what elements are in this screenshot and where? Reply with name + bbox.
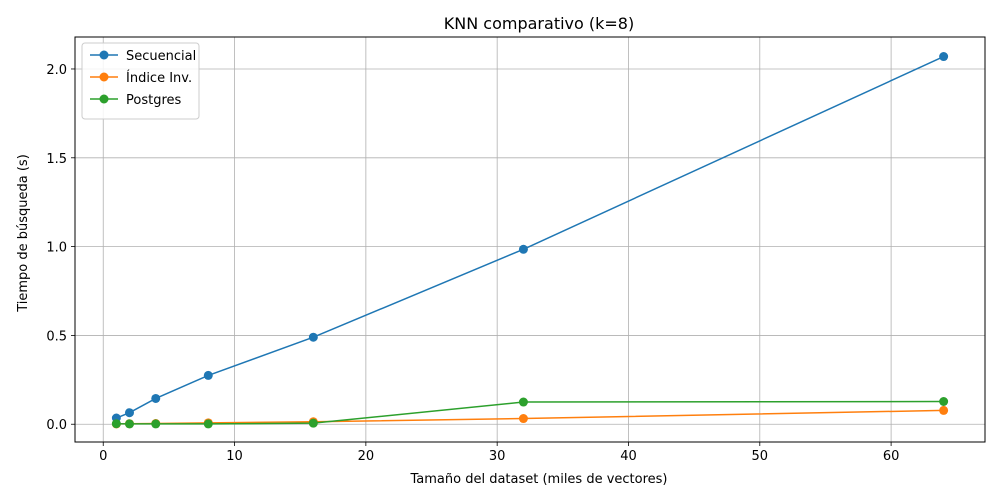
y-tick-label: 2.0: [46, 63, 67, 78]
data-point-secuencial: [518, 244, 528, 254]
data-point-secuencial: [939, 52, 949, 62]
legend-entry: Postgres: [90, 93, 182, 108]
legend-marker: [99, 94, 109, 104]
x-axis-label: Tamaño del dataset (miles de vectores): [409, 472, 667, 487]
x-tick-label: 60: [883, 449, 900, 464]
data-point-postgres: [518, 397, 528, 407]
legend-marker: [99, 72, 109, 82]
x-tick-label: 50: [752, 449, 769, 464]
x-tick-label: 40: [620, 449, 637, 464]
data-point-secuencial: [308, 332, 318, 342]
data-point-postgres: [111, 419, 121, 429]
legend-entry: Índice Inv.: [90, 70, 192, 86]
legend-label: Secuencial: [126, 49, 196, 64]
chart-title: KNN comparativo (k=8): [444, 14, 634, 33]
legend-marker: [99, 50, 109, 60]
grid-layer: [75, 37, 985, 442]
y-axis-label: Tiempo de búsqueda (s): [16, 154, 31, 313]
legend-box: [81, 42, 200, 120]
series-line-secuencial: [116, 55, 944, 419]
data-point-indice-inv: [939, 405, 949, 415]
x-tick-label: 20: [358, 449, 375, 464]
plot-frame: [74, 36, 986, 443]
data-point-postgres: [151, 419, 161, 429]
data-point-secuencial: [203, 370, 213, 380]
data-point-indice-inv: [518, 414, 528, 424]
legend-label: Postgres: [126, 93, 182, 108]
data-point-postgres: [124, 419, 134, 429]
data-point-postgres: [203, 419, 213, 429]
series-indice-inv: [111, 405, 949, 429]
series-layer: [111, 52, 949, 429]
legend-label: Índice Inv.: [126, 70, 192, 86]
y-tick-label: 1.5: [46, 152, 67, 167]
legend: Secuencial Índice Inv. Postgres: [81, 42, 200, 120]
x-tick-label: 10: [226, 449, 243, 464]
series-postgres: [111, 397, 949, 429]
data-point-postgres: [939, 397, 949, 406]
legend-entry: Secuencial: [90, 49, 196, 64]
data-point-postgres: [308, 418, 318, 428]
x-tick-label: 0: [99, 449, 107, 464]
y-tick-label: 0.5: [46, 329, 67, 344]
x-tick-label: 30: [489, 449, 506, 464]
data-point-secuencial: [151, 393, 161, 403]
data-point-secuencial: [124, 408, 134, 418]
y-tick-label: 1.0: [46, 241, 67, 256]
y-tick-label: 0.0: [46, 418, 67, 433]
tick-layer: 0 10 20 30 40 50 60 0.0 0.5 1.0 1.5 2.0: [46, 63, 899, 464]
series-line-indice-inv: [116, 409, 944, 425]
series-secuencial: [111, 52, 949, 423]
